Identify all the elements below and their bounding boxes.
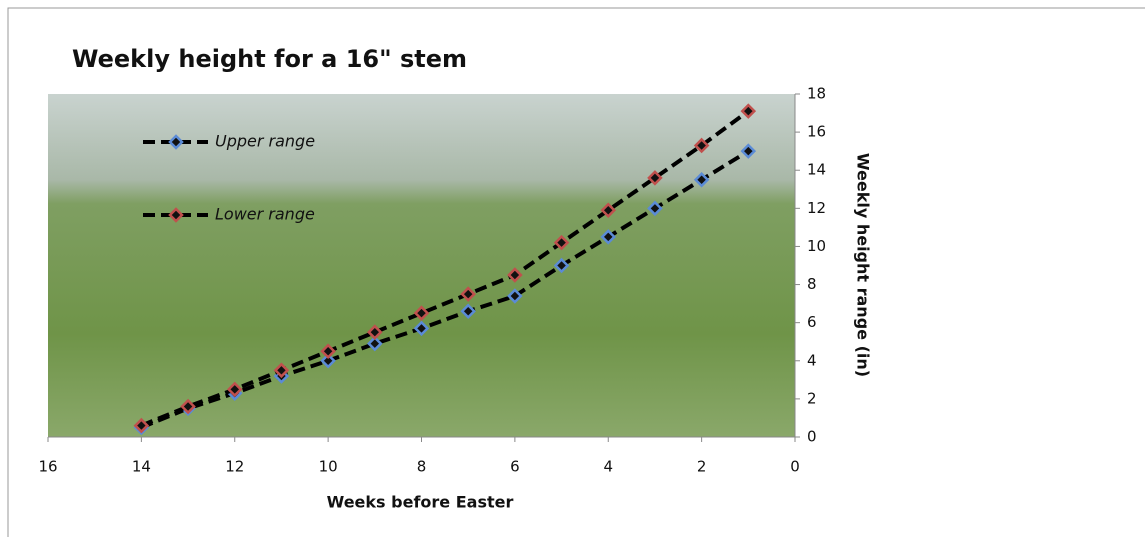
- x-tick-label: 0: [790, 458, 800, 476]
- y-axis-title: Weekly height range (in): [854, 153, 873, 377]
- y-tick-label: 2: [807, 389, 817, 407]
- y-tick-label: 10: [807, 237, 826, 255]
- x-tick-label: 4: [603, 458, 613, 476]
- legend-label: Lower range: [215, 205, 315, 224]
- y-tick-label: 8: [807, 275, 817, 293]
- x-axis-title: Weeks before Easter: [327, 493, 514, 512]
- chart-title: Weekly height for a 16" stem: [72, 45, 467, 73]
- y-tick-label: 16: [807, 123, 826, 141]
- plot-background: [48, 94, 795, 437]
- x-tick-label: 6: [510, 458, 520, 476]
- x-tick-label: 2: [697, 458, 707, 476]
- y-tick-label: 14: [807, 161, 826, 179]
- x-tick-label: 10: [319, 458, 338, 476]
- legend-label: Upper range: [215, 132, 315, 151]
- y-tick-label: 4: [807, 351, 817, 369]
- y-tick-label: 18: [807, 85, 826, 103]
- x-tick-label: 12: [225, 458, 244, 476]
- chart: Weekly height for a 16" stem Weeks befor…: [0, 0, 1145, 537]
- y-tick-label: 6: [807, 313, 817, 331]
- x-tick-label: 14: [132, 458, 151, 476]
- x-tick-label: 16: [38, 458, 57, 476]
- y-tick-label: 0: [807, 428, 817, 446]
- y-tick-label: 12: [807, 199, 826, 217]
- x-tick-label: 8: [417, 458, 427, 476]
